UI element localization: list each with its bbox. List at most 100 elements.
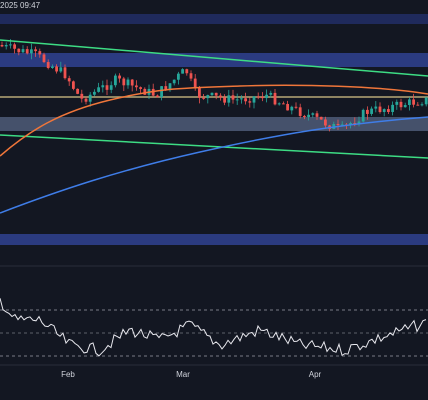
candle-body bbox=[55, 66, 58, 72]
candle-body bbox=[378, 106, 382, 113]
trend-line bbox=[0, 39, 428, 77]
candle-body bbox=[252, 96, 256, 103]
rsi-panel bbox=[0, 298, 428, 357]
candle-body bbox=[114, 75, 117, 86]
zone bbox=[0, 117, 428, 131]
zones bbox=[0, 14, 428, 245]
candle-body bbox=[416, 104, 420, 106]
candle-body bbox=[63, 67, 67, 79]
candle-body bbox=[59, 67, 63, 72]
candle-body bbox=[80, 93, 84, 99]
candle-body bbox=[93, 91, 96, 95]
candle-body bbox=[51, 66, 54, 68]
candle-body bbox=[336, 124, 340, 126]
candle-body bbox=[340, 124, 344, 126]
timestamp: 2025 09:47 bbox=[0, 1, 41, 10]
candle-body bbox=[189, 73, 193, 79]
moving-average bbox=[0, 116, 428, 214]
candle-body bbox=[34, 49, 37, 52]
candle-body bbox=[261, 96, 264, 99]
candle-body bbox=[286, 103, 289, 111]
candle-body bbox=[97, 87, 100, 92]
candle-body bbox=[349, 123, 352, 125]
candle-body bbox=[420, 104, 424, 106]
candle-body bbox=[210, 92, 214, 96]
candle-body bbox=[168, 83, 172, 91]
candle-body bbox=[105, 85, 109, 90]
candle-body bbox=[76, 88, 79, 94]
candle-body bbox=[38, 51, 42, 55]
candle-body bbox=[311, 113, 315, 115]
candle-body bbox=[206, 95, 210, 99]
candle-body bbox=[408, 99, 411, 105]
candle-body bbox=[219, 95, 222, 98]
candle-body bbox=[324, 119, 327, 126]
candle-body bbox=[72, 81, 75, 89]
zone bbox=[0, 14, 428, 24]
candle-body bbox=[235, 99, 239, 101]
zone bbox=[0, 234, 428, 245]
candle-body bbox=[13, 44, 16, 49]
candle-body bbox=[118, 75, 121, 79]
candle-body bbox=[265, 94, 268, 99]
candle-body bbox=[256, 96, 260, 98]
candle-body bbox=[135, 85, 138, 88]
candle-body bbox=[248, 101, 252, 103]
candle-body bbox=[156, 95, 159, 98]
candle-body bbox=[143, 88, 147, 95]
candle-body bbox=[231, 95, 235, 100]
candle-body bbox=[387, 109, 390, 112]
candle-body bbox=[277, 103, 281, 105]
rsi-line bbox=[0, 298, 427, 357]
candle-body bbox=[109, 85, 113, 90]
candle-body bbox=[17, 48, 21, 53]
candle-body bbox=[382, 109, 386, 113]
candle-body bbox=[139, 87, 142, 89]
candle-body bbox=[130, 79, 134, 86]
candle-body bbox=[177, 73, 180, 80]
candle-body bbox=[424, 97, 428, 105]
candle-body bbox=[315, 113, 319, 117]
candle-body bbox=[294, 106, 298, 108]
x-axis-label: Mar bbox=[176, 370, 190, 379]
candle-body bbox=[101, 85, 105, 88]
candle-body bbox=[227, 95, 231, 103]
candle-body bbox=[151, 88, 155, 96]
candle-body bbox=[273, 92, 277, 105]
candle-body bbox=[374, 106, 378, 109]
candle-body bbox=[126, 79, 130, 86]
candle-body bbox=[361, 109, 365, 122]
candle-body bbox=[307, 114, 310, 118]
candle-body bbox=[172, 79, 176, 84]
candle-body bbox=[244, 98, 247, 102]
candle-body bbox=[4, 44, 8, 47]
candle-body bbox=[193, 78, 197, 89]
candle-body bbox=[0, 45, 4, 47]
candle-body bbox=[164, 86, 168, 91]
candle-body bbox=[399, 101, 403, 108]
candle-body bbox=[46, 62, 50, 68]
candle-body bbox=[269, 92, 273, 95]
candle-body bbox=[298, 107, 302, 116]
candle-body bbox=[181, 69, 184, 74]
candle-body bbox=[21, 49, 25, 53]
candle-body bbox=[395, 101, 399, 105]
candle-body bbox=[391, 104, 394, 112]
candle-body bbox=[353, 123, 357, 125]
candle-body bbox=[303, 115, 306, 118]
candle-body bbox=[67, 78, 71, 82]
candle-body bbox=[84, 98, 88, 102]
candle-body bbox=[403, 104, 407, 108]
x-axis-label: Apr bbox=[309, 370, 322, 379]
indicators bbox=[0, 39, 428, 214]
zone bbox=[0, 53, 428, 67]
candle-body bbox=[30, 49, 33, 54]
moving-average bbox=[0, 84, 428, 157]
candle-body bbox=[185, 69, 189, 74]
x-axis-label: Feb bbox=[61, 370, 75, 379]
candle-body bbox=[160, 86, 163, 98]
candle-body bbox=[214, 92, 218, 96]
candle-body bbox=[319, 116, 323, 120]
